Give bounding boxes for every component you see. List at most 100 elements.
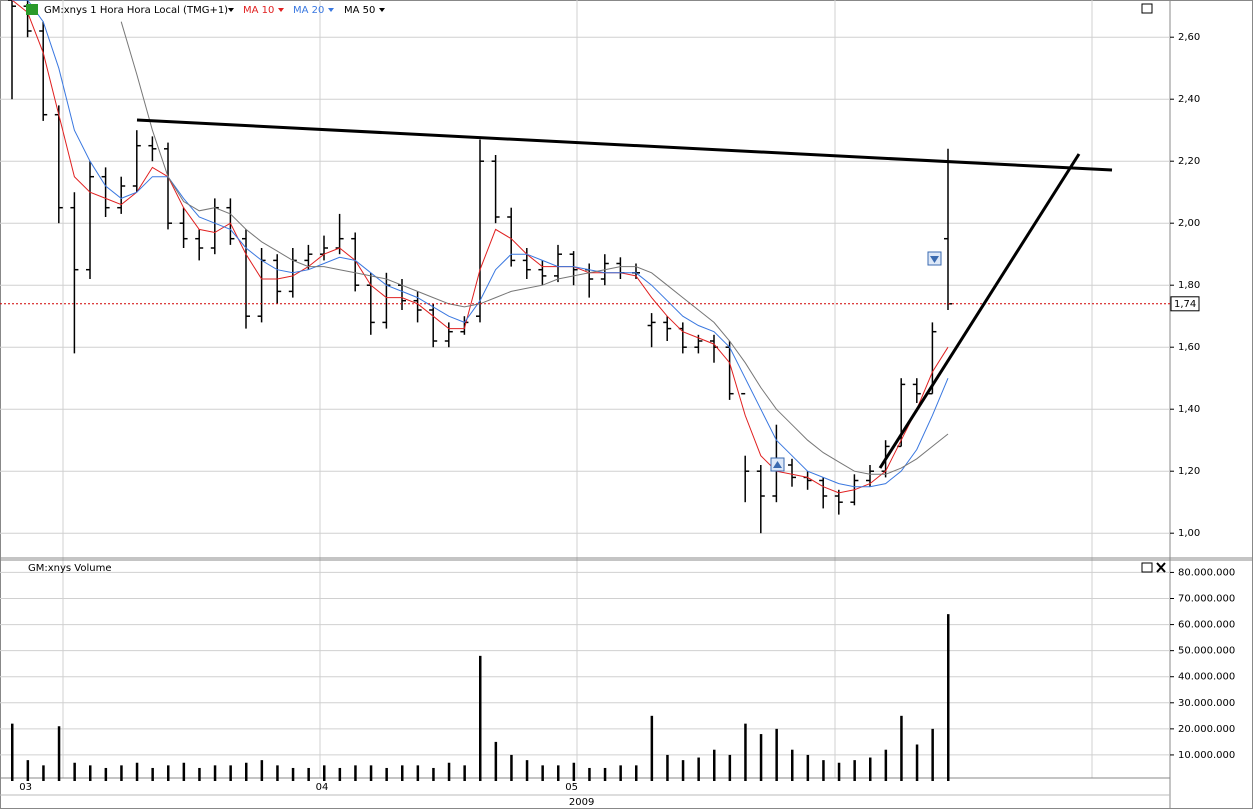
maximize-button[interactable] [1141,3,1153,14]
volume-bar [198,767,201,781]
volume-bar [167,765,170,781]
legend-ma50[interactable]: MA 50 [344,5,375,16]
volume-bar [401,765,404,781]
y-tick-label: 70.000.000 [1178,594,1235,605]
trendline [136,118,1113,172]
volume-bar [432,767,435,781]
close-button[interactable] [1156,562,1166,573]
moving-average [120,21,949,475]
volume-bar [884,749,888,781]
volume-bar [713,749,716,781]
volume-bar [354,765,357,781]
volume-bar [759,734,763,781]
volume-bar [853,760,856,781]
y-tick-label: 2,00 [1178,218,1200,229]
volume-bar [11,723,14,781]
volume-bar [588,767,591,781]
legend-ma10[interactable]: MA 10 [243,5,274,16]
volume-bar [666,754,669,781]
volume-bar [744,723,747,781]
volume-bar [681,760,685,781]
volume-bar [89,765,92,781]
trendline [878,153,1081,469]
y-tick-label: 2,20 [1178,156,1200,167]
volume-bar [557,765,560,781]
year-label: 2009 [569,797,594,808]
volume-bar [837,762,841,781]
volume-bar [775,728,778,781]
volume-bar [619,765,622,781]
y-tick-label: 2,40 [1178,94,1200,105]
volume-bar [73,762,76,781]
y-tick-label: 10.000.000 [1178,750,1235,761]
y-tick-label: 1,40 [1178,404,1200,415]
volume-bar [213,765,217,781]
volume-bar [463,765,466,781]
volume-bar [291,767,295,781]
volume-bar [931,728,934,781]
volume-bar [697,757,700,781]
volume-bar [635,765,638,781]
volume-bar [42,765,45,781]
y-tick-label: 80.000.000 [1178,567,1235,578]
y-tick-label: 1,80 [1178,280,1200,291]
legend-ma20[interactable]: MA 20 [293,5,324,16]
y-tick-label: 1,00 [1178,528,1200,539]
volume-bar [26,760,30,781]
dropdown[interactable] [379,8,385,12]
volume-bar [728,754,732,781]
volume-bar [245,762,248,781]
dropdown[interactable] [278,8,284,12]
signal-icon [773,461,782,468]
volume-bar [806,754,810,781]
y-tick-label: 30.000.000 [1178,698,1235,709]
volume-title: GM:xnys Volume [28,563,112,574]
volume-bar [182,762,186,781]
y-tick-label: 20.000.000 [1178,724,1235,735]
dropdown[interactable] [228,8,234,12]
last-price-label: 1,74 [1174,299,1196,310]
volume-bar [151,767,154,781]
volume-bar [869,757,872,781]
volume-bar [494,741,498,781]
volume-bar [900,715,903,781]
last-price-box [1170,296,1200,312]
x-tick-label: 03 [19,782,32,793]
y-tick-label: 1,20 [1178,466,1200,477]
volume-bar [338,767,342,781]
y-tick-label: 40.000.000 [1178,672,1235,683]
y-tick-label: 2,60 [1178,32,1200,43]
y-tick-label: 1,60 [1178,342,1200,353]
volume-bar [104,767,108,781]
volume-bar [525,760,529,781]
price-title: GM:xnys 1 Hora Hora Local (TMG+1) [44,5,228,16]
volume-bar [791,749,794,781]
y-tick-label: 60.000.000 [1178,620,1235,631]
volume-bar [915,744,919,781]
volume-bar [603,767,607,781]
volume-bar [229,765,232,781]
dropdown[interactable] [328,8,334,12]
maximize-button[interactable] [1141,562,1153,573]
volume-bar [416,765,420,781]
volume-bar [650,715,654,781]
x-tick-label: 05 [565,782,578,793]
volume-bar [822,760,825,781]
volume-bar [479,655,482,781]
x-tick-label: 04 [316,782,329,793]
signal-icon [930,256,939,263]
volume-bar [276,765,279,781]
volume-bar [323,765,326,781]
volume-bar [307,767,310,781]
volume-bar [369,765,373,781]
y-tick-label: 50.000.000 [1178,646,1235,657]
volume-bar [447,762,451,781]
volume-bar [572,762,576,781]
volume-bar [135,762,139,781]
volume-bar [541,765,544,781]
symbol-icon [26,4,38,15]
volume-bar [120,765,123,781]
